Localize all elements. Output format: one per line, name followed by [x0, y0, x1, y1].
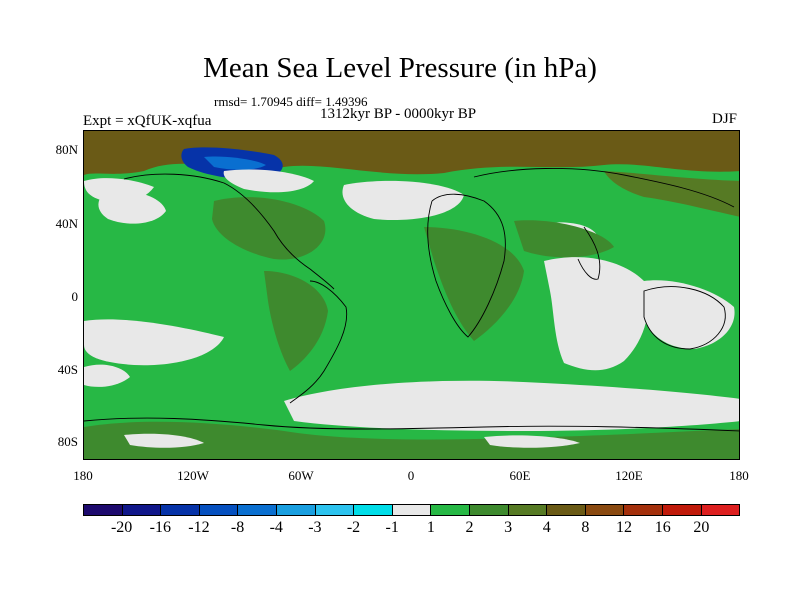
colorbar-label: -2 — [346, 519, 361, 536]
lat-label-40n: 40N — [55, 216, 78, 231]
colorbar-swatch — [238, 505, 277, 515]
lon-label-0: 0 — [407, 468, 415, 483]
lon-label-180e: 180 — [729, 468, 749, 483]
colorbar-swatch — [508, 505, 548, 515]
colorbar-label: -8 — [230, 519, 245, 536]
lat-label-80n: 80N — [55, 142, 78, 157]
field-asia — [514, 220, 614, 258]
colorbar-swatch — [161, 505, 200, 515]
coast-samerica — [289, 280, 348, 404]
lon-label-120e: 120E — [615, 468, 643, 483]
colorbar-label: 1 — [426, 519, 435, 536]
field-samerica — [264, 271, 328, 371]
colorbar-swatch — [122, 505, 162, 515]
colorbar-swatch — [84, 505, 123, 515]
colorbar-swatch — [624, 505, 663, 515]
lat-label-40s: 40S — [57, 362, 78, 377]
coast-namerica — [123, 173, 335, 290]
coast-africa — [427, 193, 506, 338]
field-neutral-12 — [484, 435, 580, 448]
field-neutral-8 — [640, 280, 735, 349]
field-neutral-1 — [223, 169, 314, 193]
colorbar — [83, 504, 740, 516]
colorbar-label: -3 — [308, 519, 322, 536]
colorbar-label: -20 — [110, 519, 133, 536]
colorbar-label: -12 — [188, 519, 210, 536]
lat-label-80s: 80S — [57, 434, 78, 449]
season-label: DJF — [712, 111, 738, 127]
map-panel — [83, 130, 740, 460]
colorbar-swatch — [547, 505, 586, 515]
colorbar-swatch — [431, 505, 470, 515]
lon-label-120w: 120W — [177, 468, 209, 483]
field-neutral-9 — [284, 380, 739, 431]
colorbar-swatch — [701, 505, 740, 515]
coastlines — [84, 167, 739, 432]
colorbar-label: 12 — [616, 519, 633, 536]
field-arctic-low-core — [204, 156, 266, 170]
colorbar-label: 8 — [581, 519, 590, 536]
colorbar-label: -4 — [269, 519, 283, 536]
colorbar-label: 4 — [542, 519, 551, 536]
field-neutral-7 — [544, 257, 648, 371]
colorbar-swatch — [276, 505, 316, 515]
lon-label-60w: 60W — [288, 468, 314, 483]
colorbar-swatch — [469, 505, 509, 515]
stats-subtitle: rmsd= 1.70945 diff= 1.49396 — [214, 94, 368, 109]
field-namerica — [212, 197, 326, 260]
map-title: Mean Sea Level Pressure (in hPa) — [203, 52, 597, 84]
colorbar-label: -1 — [385, 519, 399, 536]
colorbar-label: 2 — [465, 519, 474, 536]
colorbar-swatch — [392, 505, 432, 515]
coast-india — [577, 226, 601, 280]
experiment-label: Expt = xQfUK-xqfua — [83, 113, 212, 129]
colorbar-swatch — [662, 505, 702, 515]
colorbar-label: 3 — [504, 519, 513, 536]
field-siberia — [604, 171, 739, 217]
lon-label-180w: 180 — [73, 468, 93, 483]
colorbar-label: -16 — [149, 519, 171, 536]
coast-eurasia — [473, 167, 735, 208]
coast-australia — [643, 286, 726, 350]
field-neutral-11 — [124, 433, 204, 448]
lat-label-0: 0 — [71, 289, 79, 304]
coast-antarctica — [84, 417, 739, 432]
colorbar-swatch — [199, 505, 239, 515]
field-africa — [424, 227, 524, 341]
colorbar-label: 16 — [654, 519, 671, 536]
colorbar-swatch — [315, 505, 355, 515]
colorbar-swatch — [585, 505, 625, 515]
field-neutral-6 — [84, 319, 224, 366]
field-neutral-3 — [98, 191, 166, 224]
lon-label-60e: 60E — [509, 468, 531, 483]
field-antarctic — [84, 421, 739, 459]
colorbar-label: 20 — [693, 519, 710, 536]
colorbar-swatch — [354, 505, 393, 515]
period-subtitle: 1312kyr BP - 0000kyr BP — [320, 106, 477, 122]
field-neutral-4 — [342, 180, 464, 220]
pressure-map — [84, 131, 739, 459]
field-neutral-10 — [84, 364, 130, 387]
